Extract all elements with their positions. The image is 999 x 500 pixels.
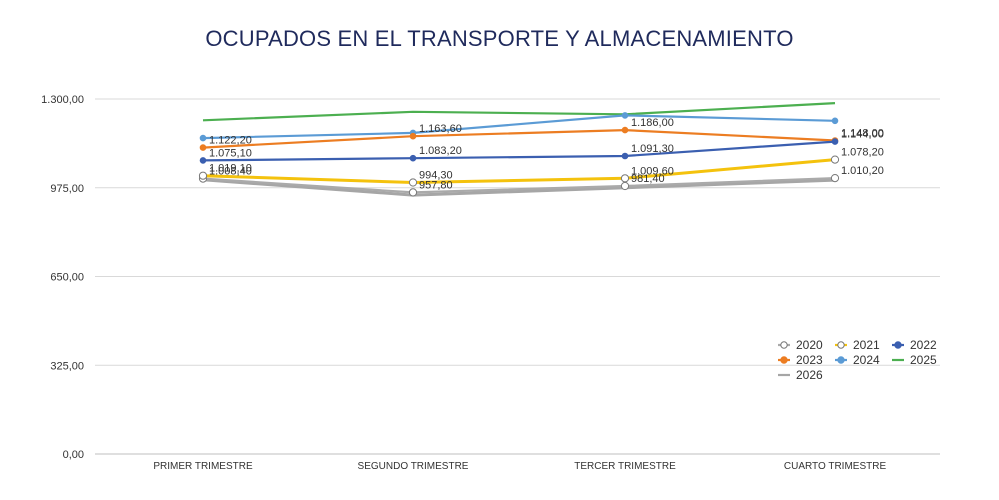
data-label-2021: 994,30	[419, 169, 453, 181]
y-tick-label: 0,00	[63, 449, 84, 461]
marker-2020-3	[620, 181, 630, 191]
marker-2020-4	[830, 174, 840, 183]
legend-label: 2024	[853, 353, 880, 367]
gridlines	[95, 98, 940, 455]
legend-swatch-marker	[837, 341, 845, 349]
legend-item-2022: 2022	[892, 338, 937, 352]
y-tick-label: 1.300,00	[41, 94, 84, 106]
marker-2022-4	[831, 138, 839, 145]
marker-2023-3	[621, 126, 629, 134]
series-line-2022	[202, 140, 836, 162]
marker-2021-4	[830, 155, 840, 164]
data-label-2020: 1.008,40	[209, 166, 252, 178]
series-line-2024	[202, 114, 836, 140]
marker-2022-2	[409, 154, 417, 162]
data-label-2022: 1.144,00	[841, 129, 884, 141]
legend-label: 2021	[853, 338, 880, 352]
data-label-2023: 1.148,00	[841, 128, 884, 140]
marker-2022-1	[199, 157, 207, 164]
marker-2024-3	[621, 112, 629, 119]
legend-item-2020: 2020	[778, 338, 823, 352]
series-line-2025	[202, 102, 836, 122]
series-line-2020	[202, 177, 836, 194]
legend-label: 2026	[796, 368, 823, 382]
data-label-2020: 957,80	[419, 179, 453, 191]
legend-label: 2025	[910, 353, 937, 367]
data-label-2021: 1.019,10	[209, 163, 252, 175]
series-line-2021	[202, 158, 836, 184]
x-category-label: CUARTO TRIMESTRE	[784, 461, 887, 472]
series-line-2026	[202, 178, 836, 197]
legend-swatch-marker	[837, 356, 845, 364]
y-axis-ticks: 0,00 325,00 650,00 975,00 1.300,00	[41, 94, 84, 461]
y-tick-label: 325,00	[50, 360, 84, 372]
data-label-2023: 1.122,20	[209, 135, 252, 147]
legend-label: 2023	[796, 353, 823, 367]
legend: 2020 2021 2022 2023 2024 2025 2026	[778, 338, 937, 382]
data-label-2020: 1.010,20	[841, 165, 884, 177]
data-label-2023: 1.163,60	[419, 123, 462, 135]
y-tick-label: 650,00	[50, 272, 84, 284]
data-label-2020: 981,40	[631, 173, 665, 185]
legend-swatch-marker	[780, 356, 788, 364]
y-tick-label: 975,00	[50, 183, 84, 195]
series-group	[198, 102, 840, 197]
data-label-2022: 1.091,30	[631, 143, 674, 155]
legend-label: 2022	[910, 338, 937, 352]
data-label-2021: 1.009,60	[631, 165, 674, 177]
legend-swatch-marker	[894, 341, 902, 349]
x-category-label: TERCER TRIMESTRE	[574, 461, 676, 472]
marker-2024-4	[831, 117, 839, 125]
legend-label: 2020	[796, 338, 823, 352]
marker-2021-2	[408, 178, 418, 187]
legend-item-2024: 2024	[835, 353, 880, 367]
legend-item-2025: 2025	[892, 353, 937, 367]
marker-2021-3	[620, 174, 630, 183]
legend-swatch-marker	[780, 341, 788, 349]
marker-2024-1	[199, 134, 207, 142]
x-category-label: SEGUNDO TRIMESTRE	[358, 461, 469, 472]
data-labels: 1.008,40 957,80 981,40 1.010,20 1.019,10 994,…	[209, 117, 884, 191]
marker-2023-2	[409, 132, 417, 140]
x-category-label: PRIMER TRIMESTRE	[153, 461, 253, 472]
series-line-2023	[202, 129, 836, 149]
marker-2023-1	[199, 144, 207, 151]
data-label-2022: 1.083,20	[419, 145, 462, 157]
legend-item-2026: 2026	[778, 368, 823, 382]
marker-2020-2	[408, 188, 418, 197]
data-label-2021: 1.078,20	[841, 147, 884, 159]
data-label-2023: 1.186,00	[631, 117, 674, 129]
x-axis-categories: PRIMER TRIMESTRE SEGUNDO TRIMESTRE TERCER …	[153, 461, 886, 472]
data-label-2022: 1.075,10	[209, 147, 252, 159]
legend-item-2023: 2023	[778, 353, 823, 367]
legend-item-2021: 2021	[835, 338, 880, 352]
marker-2021-1	[198, 171, 208, 180]
marker-2022-3	[621, 152, 629, 160]
chart-title: OCUPADOS EN EL TRANSPORTE Y ALMACENAMIEN…	[205, 26, 794, 51]
